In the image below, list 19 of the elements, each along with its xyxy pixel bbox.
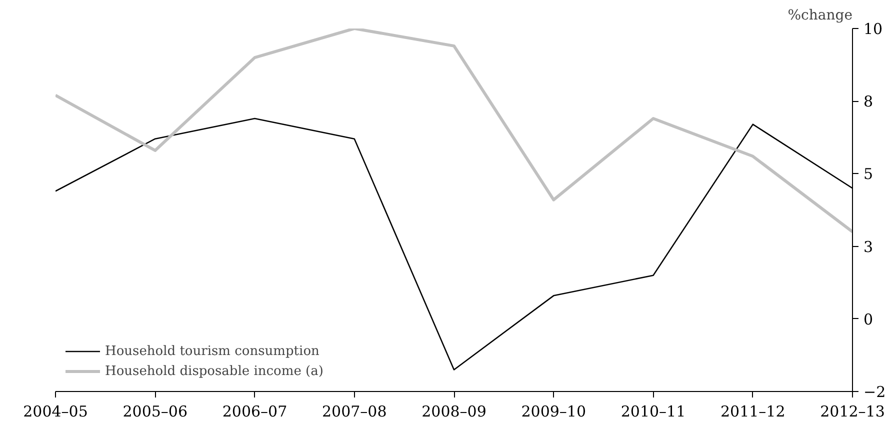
- y-tick-label: 10: [864, 20, 883, 38]
- x-tick-label: 2008–09: [422, 402, 486, 420]
- y-tick-label: 3: [864, 238, 874, 256]
- x-tick-label: 2007–08: [322, 402, 387, 420]
- y-tick-label: −2: [864, 383, 886, 401]
- y-axis-title: %change: [788, 8, 853, 24]
- legend-label: Household tourism consumption: [105, 344, 320, 358]
- y-tick-label: 5: [864, 165, 874, 184]
- line-series: [56, 28, 852, 234]
- y-tick-label: 0: [864, 310, 874, 328]
- x-tick-label: 2005–06: [122, 402, 188, 420]
- x-tick-label: 2006–07: [222, 402, 288, 420]
- y-tick-label: 8: [864, 92, 874, 111]
- x-tick-label: 2009–10: [521, 402, 586, 420]
- x-tick-label: 2012–13: [820, 402, 885, 420]
- x-tick-label: 2011–12: [720, 402, 786, 420]
- x-tick-label: 2010–11: [620, 402, 686, 420]
- x-tick-label: 2004–05: [23, 402, 88, 420]
- legend-label: Household disposable income (a): [105, 364, 324, 378]
